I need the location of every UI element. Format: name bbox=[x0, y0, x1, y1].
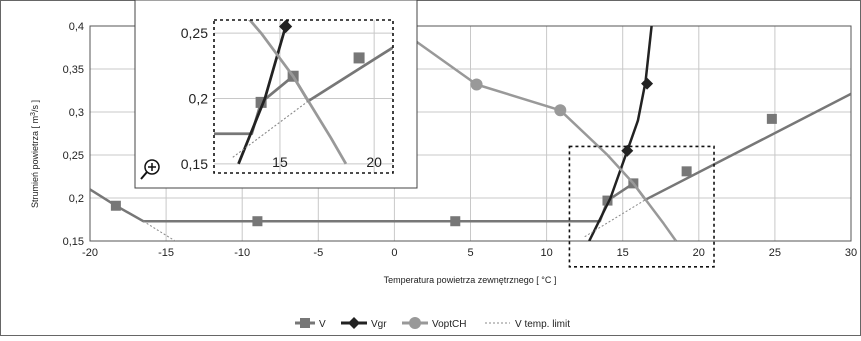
y-tick-label-2: 0,25 bbox=[63, 150, 84, 162]
legend-entry-voptch: VoptCH bbox=[402, 317, 466, 330]
x-tick-label-3: -5 bbox=[313, 247, 323, 259]
inset-chart: 0,15 0,2 0,25 15 20 bbox=[134, 0, 418, 189]
inset-series-1-marker-0 bbox=[279, 20, 293, 34]
zoom-region-box bbox=[568, 145, 715, 268]
y-axis-title-part2: /s ] bbox=[30, 100, 40, 112]
main-series-0-marker-1 bbox=[252, 216, 263, 227]
x-tick-label-8: 20 bbox=[693, 247, 705, 259]
inset-series-1-line-0 bbox=[237, 20, 289, 165]
x-tick-label-5: 5 bbox=[467, 247, 473, 259]
main-series-2-marker-1 bbox=[554, 104, 567, 117]
zoom-in-magnifier-icon[interactable] bbox=[140, 159, 160, 180]
inset-x-tick-1: 20 bbox=[366, 154, 382, 170]
inset-tick-labels: 0,15 0,2 0,25 15 20 bbox=[181, 25, 382, 172]
inset-dashed-frame bbox=[213, 19, 394, 174]
inset-series-2-line-0 bbox=[248, 20, 348, 165]
y-tick-label-0: 0,15 bbox=[63, 236, 84, 248]
y-tick-label-3: 0,3 bbox=[69, 107, 84, 119]
y-tick-label-1: 0,2 bbox=[69, 193, 84, 205]
main-series-0-marker-6 bbox=[766, 113, 777, 124]
y-axis-title: Strumień powietrza [ m3/s ] bbox=[30, 100, 41, 208]
main-series-0-marker-3 bbox=[602, 195, 613, 206]
y-tick-label-5: 0,4 bbox=[69, 21, 84, 33]
main-series-0-marker-5 bbox=[681, 166, 692, 177]
legend: V Vgr VoptCH V temp. limit bbox=[295, 317, 570, 330]
plot-area bbox=[89, 25, 852, 242]
x-tick-label-9: 25 bbox=[769, 247, 781, 259]
main-series-1-line-0 bbox=[588, 26, 653, 241]
x-tick-label-2: -10 bbox=[234, 247, 250, 259]
inset-grid bbox=[214, 20, 393, 173]
main-series bbox=[90, 26, 851, 241]
legend-entry-v: V bbox=[295, 318, 326, 330]
inset-series-0-marker-3 bbox=[255, 96, 267, 108]
y-axis-title-part1: Strumień powietrza [ m bbox=[30, 116, 40, 208]
x-tick-label-7: 15 bbox=[617, 247, 629, 259]
inset-y-tick-1: 0,2 bbox=[189, 90, 209, 106]
x-tick-label-6: 10 bbox=[540, 247, 552, 259]
legend-label-vgr: Vgr bbox=[371, 319, 387, 330]
x-tick-label-0: -20 bbox=[82, 247, 98, 259]
x-tick-label-4: 0 bbox=[391, 247, 397, 259]
y-tick-label-4: 0,35 bbox=[63, 64, 84, 76]
legend-label-voptch: VoptCH bbox=[432, 319, 466, 330]
inset-x-tick-0: 15 bbox=[272, 154, 288, 170]
main-series-1-marker-0 bbox=[621, 144, 634, 157]
legend-label-v: V bbox=[319, 319, 326, 330]
legend-entry-vgr: Vgr bbox=[341, 317, 387, 330]
inset-series-0-marker-5 bbox=[353, 52, 365, 64]
legend-label-v-temp-limit: V temp. limit bbox=[515, 319, 570, 330]
x-tick-labels: -20 -15 -10 -5 0 5 10 15 20 25 30 bbox=[82, 247, 857, 259]
inset-y-tick-0: 0,15 bbox=[181, 156, 208, 172]
y-tick-labels: 0,15 0,2 0,25 0,3 0,35 0,4 bbox=[63, 21, 84, 248]
y-axis-title-sup: 3 bbox=[30, 112, 37, 116]
legend-entry-v-temp-limit: V temp. limit bbox=[485, 319, 570, 330]
inset-panel bbox=[134, 0, 418, 189]
main-series-0-marker-0 bbox=[110, 200, 121, 211]
x-axis-title: Temperatura powietrza zewnętrznego [ °C … bbox=[384, 275, 557, 285]
inset-series bbox=[214, 20, 393, 165]
x-tick-label-1: -15 bbox=[158, 247, 174, 259]
main-series-0-marker-2 bbox=[450, 216, 461, 227]
main-series-1-marker-1 bbox=[641, 77, 654, 90]
main-series-2-marker-0 bbox=[470, 78, 483, 91]
inset-y-tick-2: 0,25 bbox=[181, 25, 208, 41]
x-tick-label-10: 30 bbox=[845, 247, 857, 259]
